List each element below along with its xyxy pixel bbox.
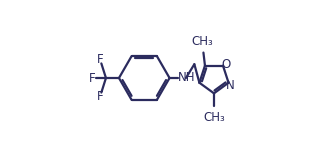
Text: O: O [221, 58, 230, 71]
Text: CH₃: CH₃ [203, 111, 225, 124]
Text: F: F [97, 53, 104, 66]
Text: N: N [225, 79, 234, 92]
Text: CH₃: CH₃ [192, 35, 214, 48]
Text: NH: NH [178, 71, 196, 84]
Text: F: F [89, 71, 95, 85]
Text: F: F [97, 90, 104, 103]
